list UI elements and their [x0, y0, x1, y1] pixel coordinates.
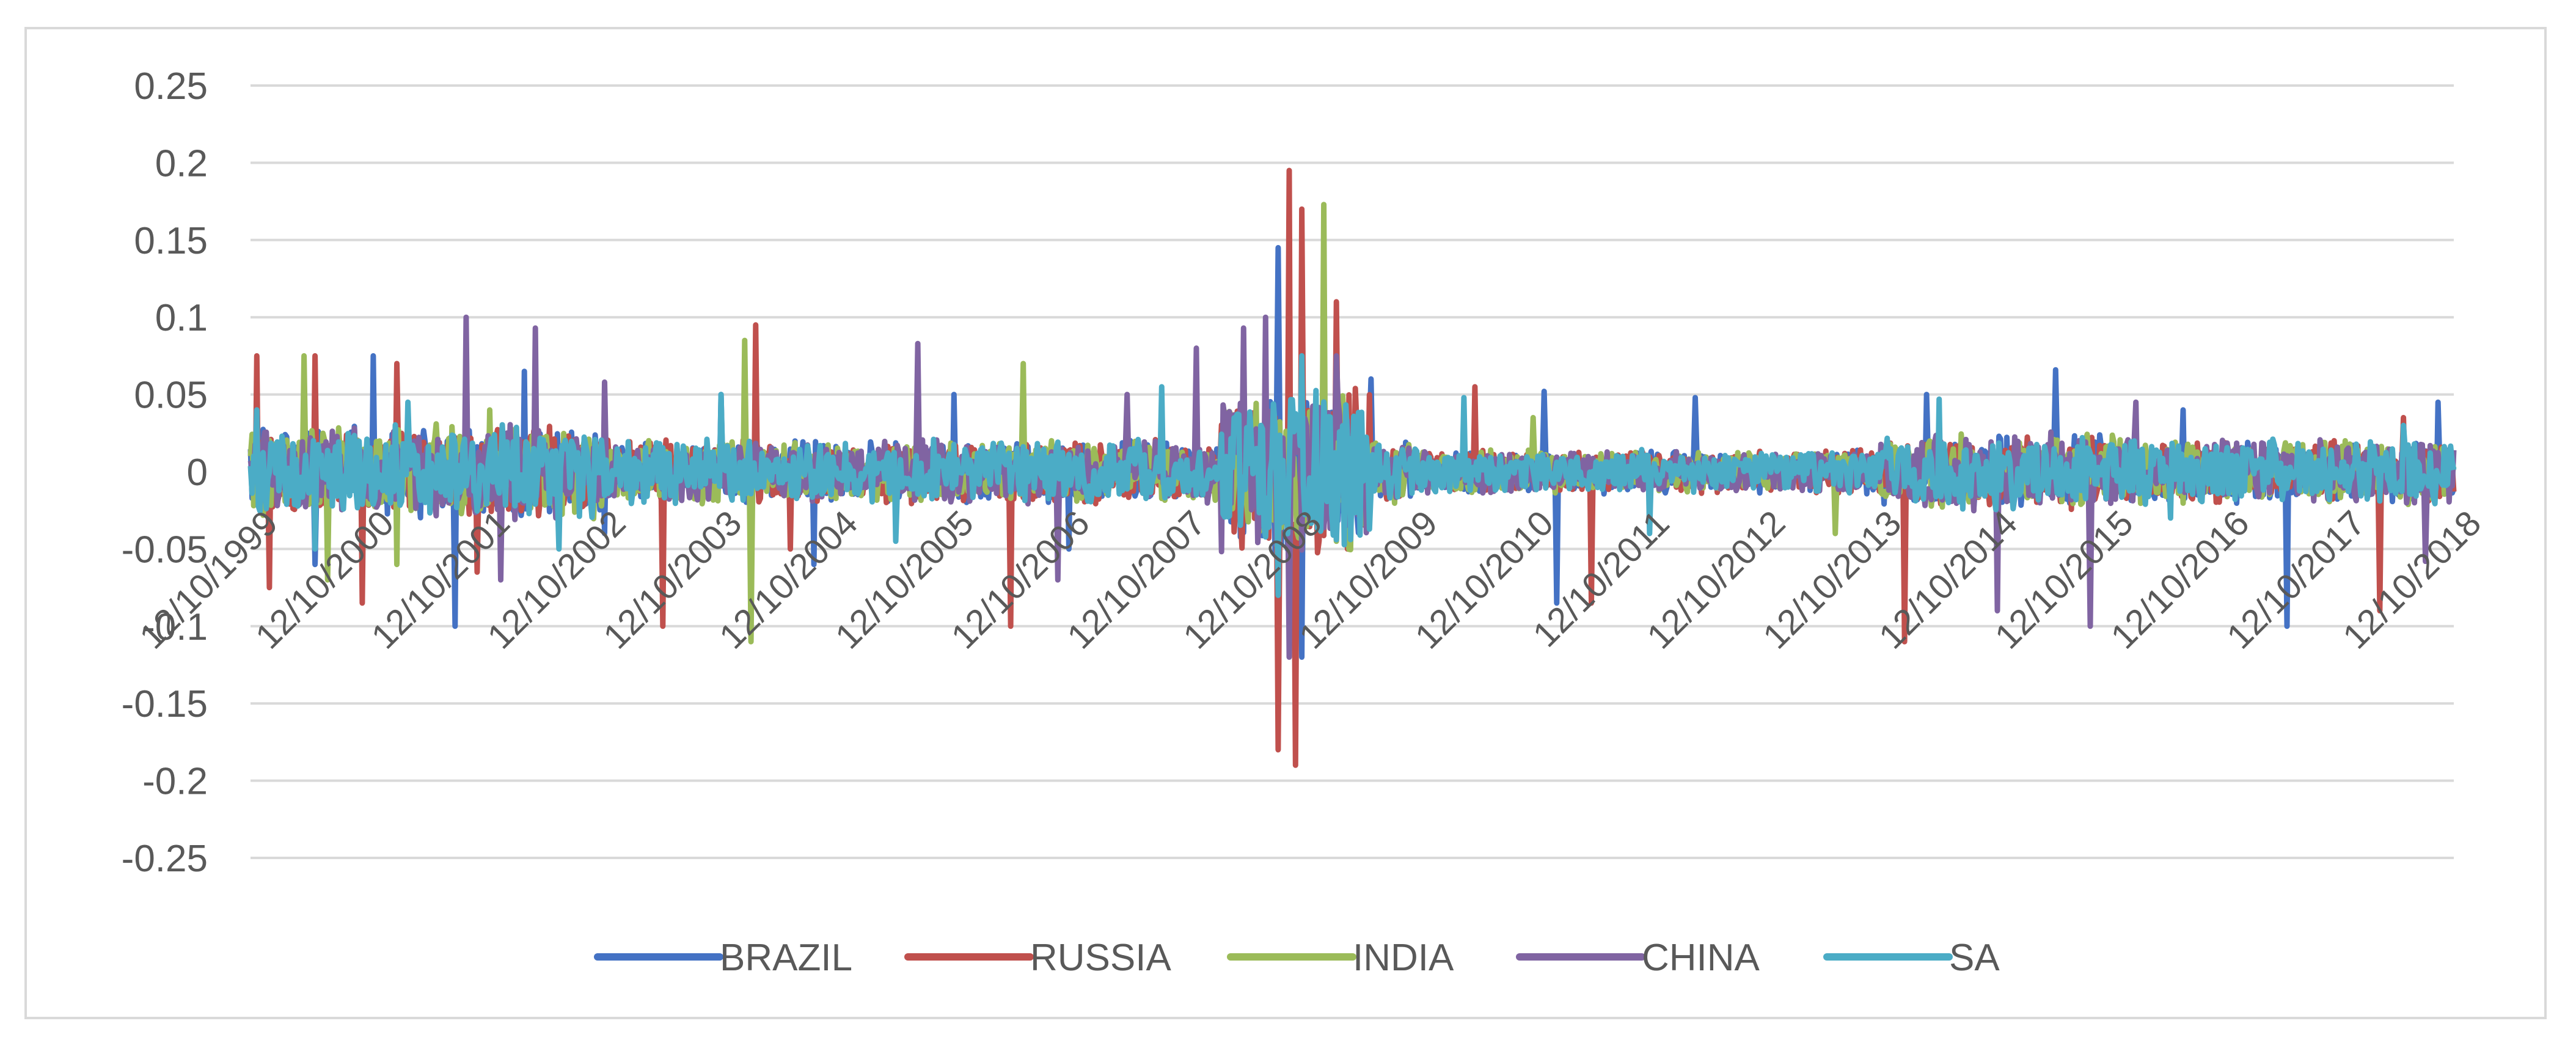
y-tick-label: 0.1	[155, 297, 208, 339]
y-tick-label: 0.15	[134, 220, 208, 262]
x-axis-ticks: 12/10/199912/10/200012/10/200112/10/2002…	[132, 503, 2489, 656]
y-axis-ticks: 0.25 0.2 0.15 0.1 0.05 0 -0.05 -0.1 -0.15 -0.2 -0.…	[122, 65, 208, 880]
y-tick-label: -0.05	[122, 529, 208, 571]
y-tick-label: 0.2	[155, 142, 208, 185]
y-tick-label: 0.25	[134, 65, 208, 108]
series-layer	[247, 167, 2457, 768]
y-tick-label: -0.2	[142, 761, 208, 803]
legend-label-india: INDIA	[1353, 937, 1454, 979]
legend-label-china: CHINA	[1642, 937, 1760, 979]
legend-label-russia: RUSSIA	[1030, 937, 1171, 979]
legend-label-brazil: BRAZIL	[720, 937, 852, 979]
y-tick-label: -0.25	[122, 838, 208, 880]
legend: BRAZIL RUSSIA INDIA CHINA SA	[594, 937, 2000, 979]
y-tick-label: -0.15	[122, 683, 208, 725]
series-line-sa	[247, 353, 2457, 598]
y-tick-label: -0.1	[142, 606, 208, 648]
y-tick-label: 0.05	[134, 375, 208, 417]
y-tick-label: 0	[187, 452, 208, 494]
legend-label-sa: SA	[1949, 937, 2000, 979]
